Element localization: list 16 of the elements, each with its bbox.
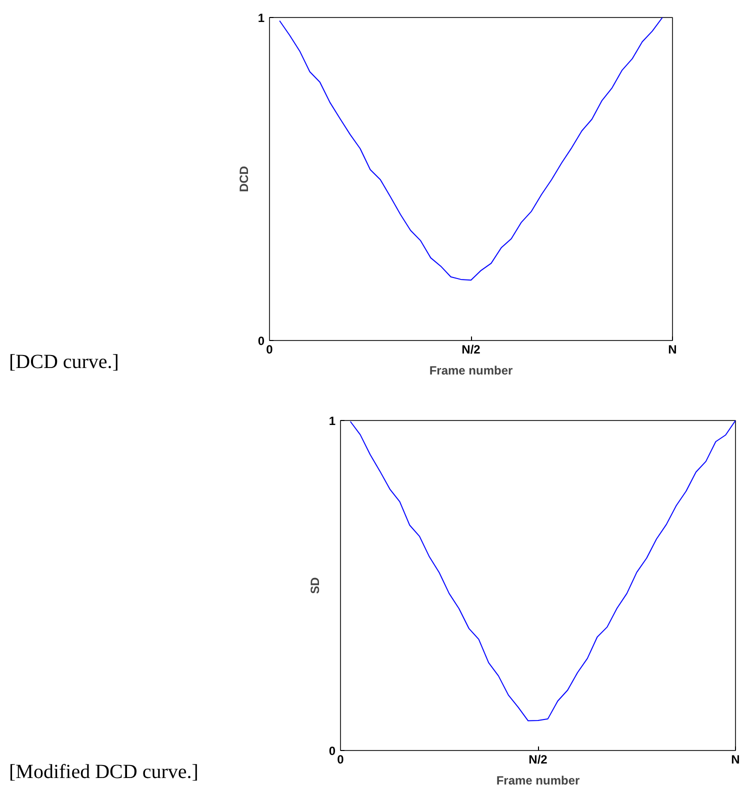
x-tick-label: N	[668, 342, 677, 356]
x-axis-title: Frame number	[429, 364, 514, 378]
x-tick-label: N/2	[528, 752, 548, 766]
y-tick-label: 1	[328, 414, 336, 428]
text: [DCD curve.]	[9, 350, 119, 375]
x-tick-label: 0	[266, 342, 274, 356]
y-tick-label: 1	[258, 11, 265, 25]
text: [Modified DCD curve.]	[9, 760, 198, 785]
x-tick-label: N/2	[462, 342, 481, 356]
y-axis-title: SD	[308, 576, 322, 594]
x-axis-title: Frame number	[496, 774, 580, 788]
x-tick-label: N	[731, 752, 740, 766]
x-tick-label: 0	[337, 752, 344, 766]
line-series	[279, 18, 663, 281]
y-axis-title: DCD	[236, 166, 251, 192]
line-series	[350, 420, 736, 722]
